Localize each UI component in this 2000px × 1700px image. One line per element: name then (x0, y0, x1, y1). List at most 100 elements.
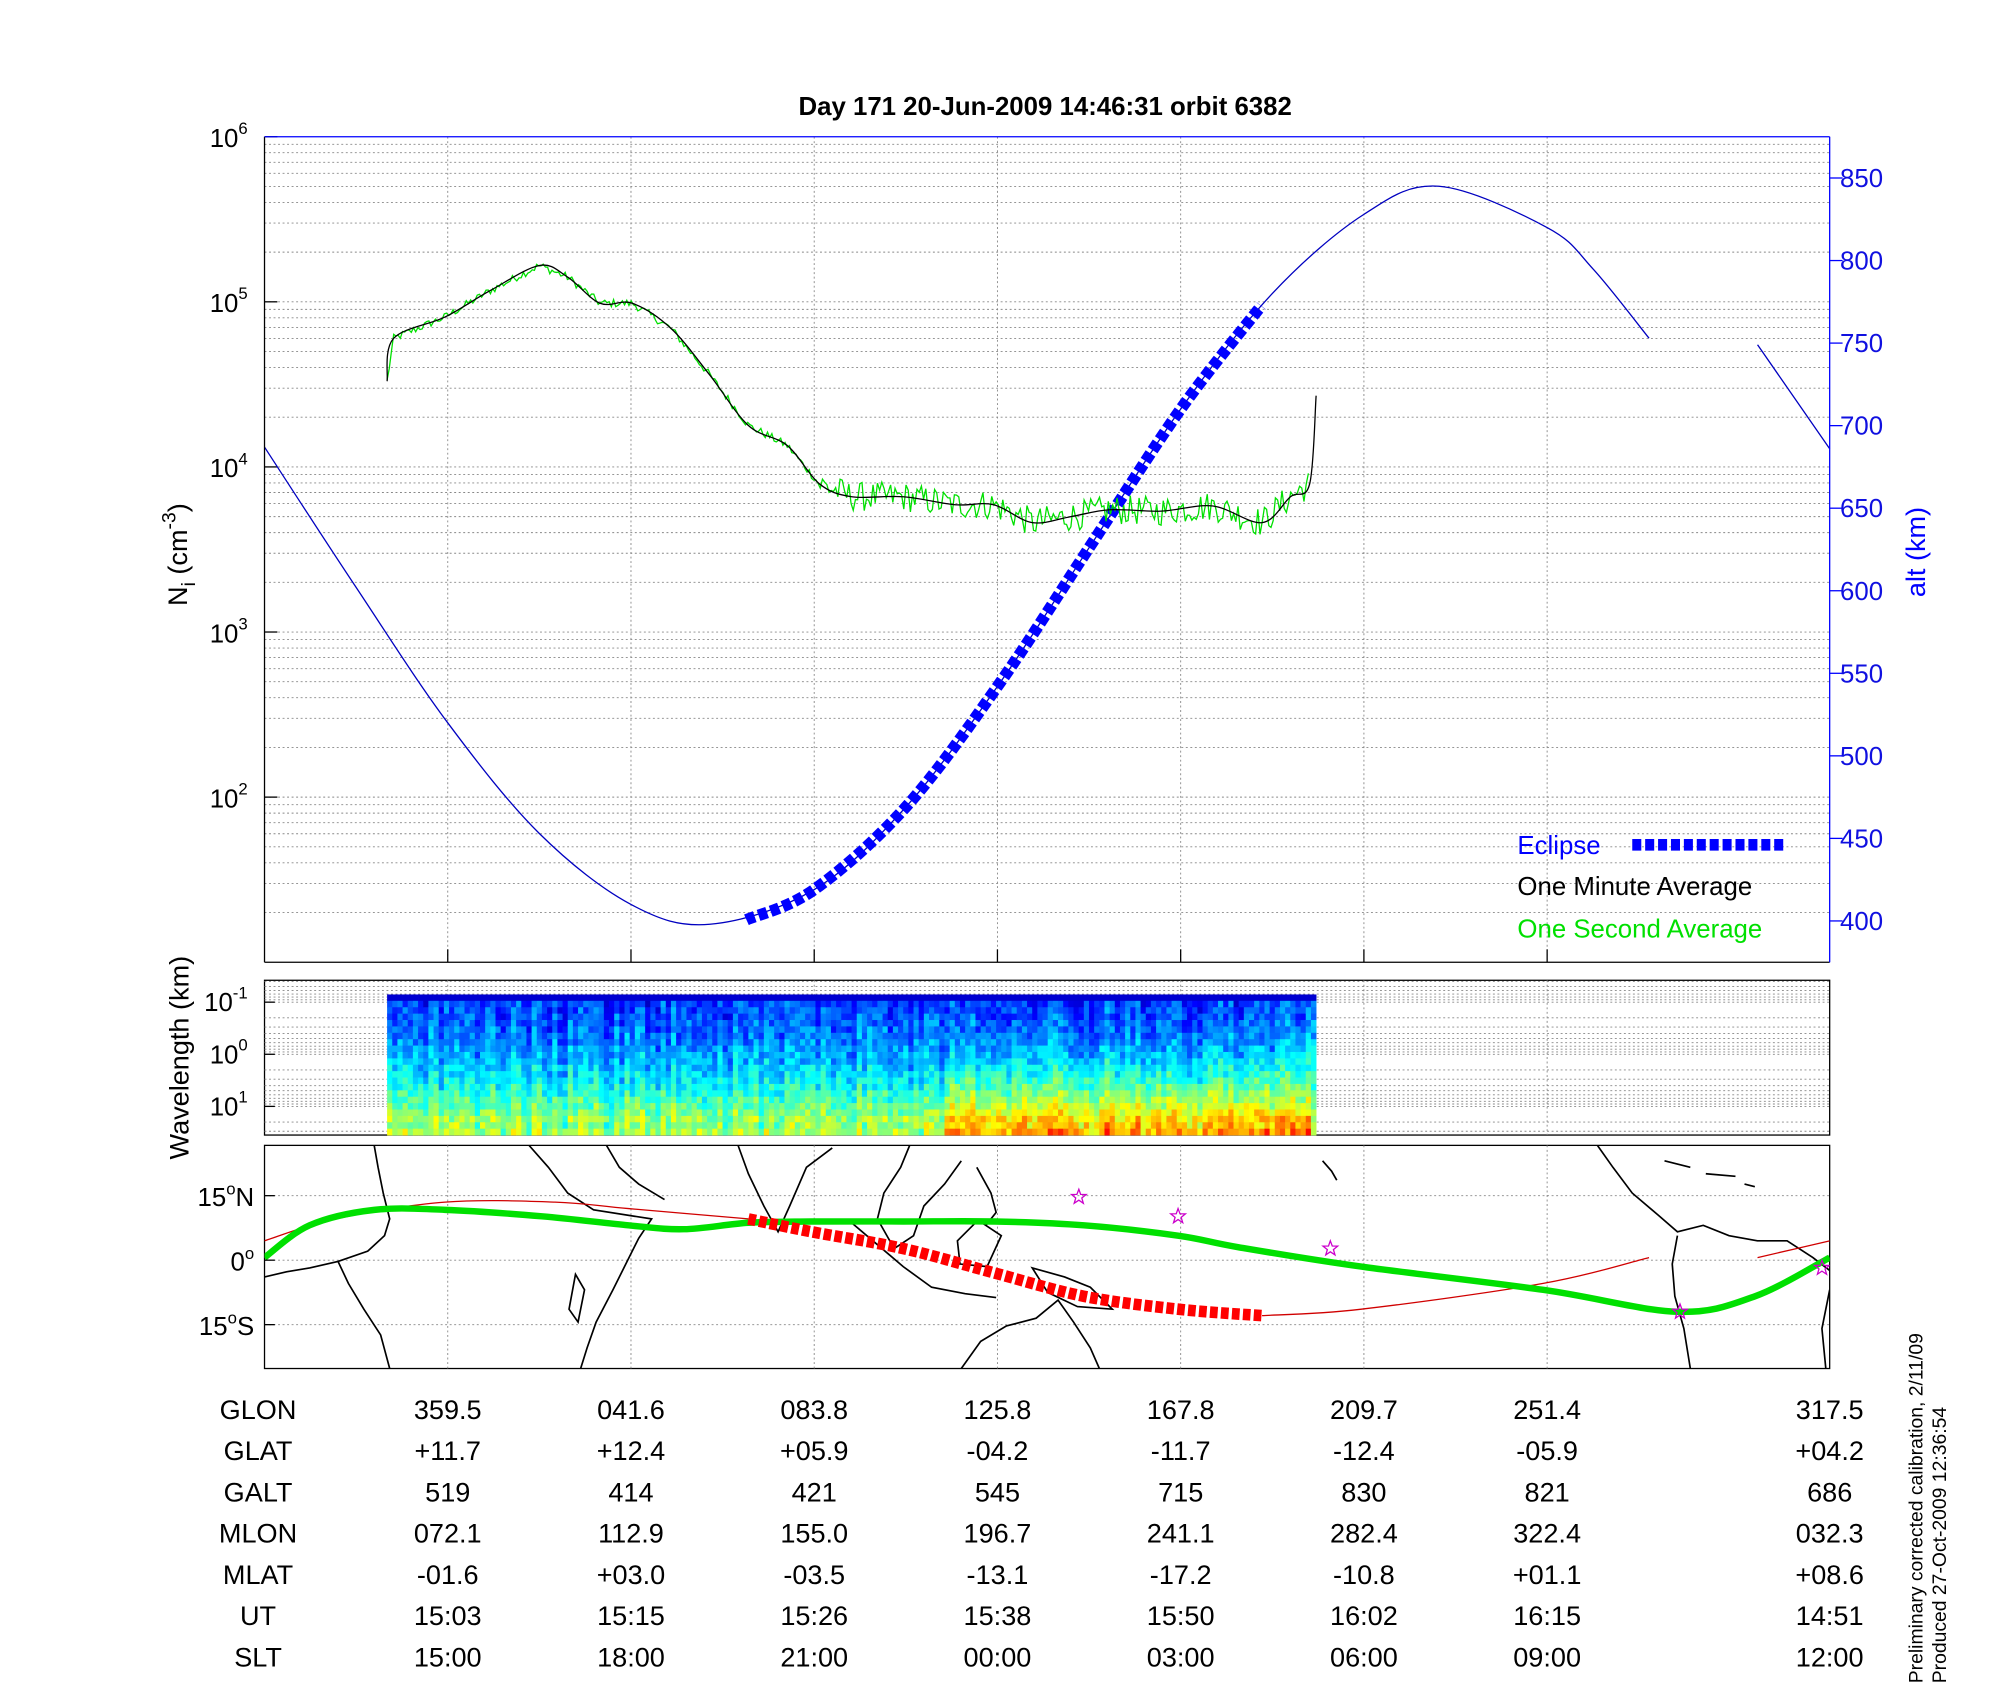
spectrogram-cell (1254, 994, 1260, 1002)
spectrogram-cell (872, 1115, 878, 1123)
spectrogram-cell (1150, 1109, 1157, 1117)
spectrogram-cell (949, 1064, 956, 1072)
spectrogram-cell (727, 1007, 734, 1015)
spectrogram-cell (743, 1058, 749, 1066)
spectrogram-cell (727, 1096, 734, 1104)
spectrogram-cell (861, 1077, 868, 1085)
spectrogram-cell (959, 1077, 966, 1085)
spectrogram-cell (769, 1000, 775, 1008)
spectrogram-cell (428, 1064, 434, 1072)
spectrogram-cell (929, 1071, 935, 1078)
coastline-east-africa (528, 1145, 654, 1369)
spectrogram-cell (567, 1032, 574, 1040)
spectrogram-cell (1305, 1058, 1312, 1066)
spectrogram-cell (738, 1058, 744, 1066)
spectrogram-cell (1192, 1026, 1198, 1034)
spectrogram-cell (1248, 1103, 1255, 1110)
spectrogram-cell (1140, 1109, 1147, 1117)
spectrogram-cell (1248, 1000, 1255, 1008)
spectrogram-cell (970, 1109, 976, 1117)
spectrogram-cell (505, 1071, 512, 1078)
spectrogram-cell (913, 1122, 920, 1130)
spectrogram-cell (856, 1000, 863, 1008)
spectrogram-cell (1114, 1109, 1121, 1117)
spectrogram-cell (980, 994, 987, 1002)
spectrogram-cell (1181, 1122, 1188, 1130)
spectrogram-cell (1248, 1122, 1255, 1130)
spectrogram-cell (583, 1020, 589, 1027)
spectrogram-cell (1099, 1007, 1105, 1015)
spectrogram-cell (1001, 1039, 1007, 1046)
spectrogram-cell (686, 1064, 692, 1072)
spectrogram-cell (562, 1109, 569, 1117)
spectrogram-cell (1264, 1026, 1271, 1034)
spectrogram-cell (407, 1096, 414, 1104)
map-hemisphere: N (236, 1184, 255, 1212)
spectrogram-cell (1063, 1032, 1069, 1040)
spectrogram-cell (748, 1122, 754, 1130)
spectrogram-cell (1047, 1122, 1054, 1130)
spectrogram-cell (1073, 1000, 1080, 1008)
spectrogram-cell (603, 1058, 610, 1066)
spectrogram-cell (892, 1045, 899, 1053)
spectrogram-cell (1021, 1109, 1028, 1117)
spectrogram-cell (1259, 994, 1265, 1002)
table-cell: +03.0 (597, 1559, 666, 1590)
spectrogram-cell (1295, 1103, 1301, 1110)
spectrogram-cell (691, 1083, 698, 1091)
spectrogram-cell (1001, 1020, 1007, 1027)
spectrogram-cell (521, 1039, 527, 1046)
table-cell: 251.4 (1513, 1394, 1581, 1425)
spectrogram-cell (758, 1115, 765, 1123)
spectrogram-cell (856, 1128, 863, 1136)
spectrogram-cell (665, 1090, 672, 1098)
spectrogram-cell (877, 1083, 883, 1091)
spectrogram-cell (1202, 1128, 1209, 1136)
spectrogram-cell (841, 1071, 847, 1078)
spectrogram-cell (732, 1000, 739, 1008)
spectrogram-cell (624, 1020, 631, 1027)
spectrogram-cell (603, 1115, 610, 1123)
spectrogram-cell (1119, 1058, 1126, 1066)
spectrogram-cell (433, 1071, 440, 1078)
spectrogram-cell (1052, 994, 1059, 1002)
spectrogram-cell (1099, 1058, 1105, 1066)
spectrogram-cell (836, 1077, 842, 1085)
spectrogram-cell (1238, 1115, 1245, 1123)
spectrogram-cell (1088, 1096, 1095, 1104)
spectrogram-cell (392, 1039, 398, 1046)
spectrogram-cell (1248, 1013, 1255, 1021)
spectrogram-cell (1279, 1083, 1286, 1091)
spectrogram-cell (521, 1013, 527, 1021)
spectrogram-cell (805, 1109, 811, 1117)
spectrogram-cell (861, 1083, 868, 1091)
spectrogram-cell (1212, 1013, 1219, 1021)
spectrogram-cell (536, 1058, 543, 1066)
spectrogram-cell (1228, 1077, 1234, 1085)
spectrogram-cell (1254, 1051, 1260, 1059)
spectrogram-cell (789, 1122, 796, 1130)
spectrogram-cell (1058, 1051, 1064, 1059)
spectrogram-cell (619, 1071, 625, 1078)
spectrogram-cell (732, 1077, 739, 1085)
spectrogram-cell (985, 1071, 992, 1078)
spectrogram-cell (1290, 1109, 1296, 1117)
spectrogram-cell (681, 1122, 687, 1130)
spectrogram-cell (681, 1103, 687, 1110)
spectrogram-cell (1135, 1058, 1141, 1066)
spectrogram-cell (923, 1051, 930, 1059)
spectrogram-cell (1218, 1109, 1224, 1117)
spectrogram-cell (510, 1007, 517, 1015)
map-lat-value: 15 (199, 1313, 228, 1341)
spectrogram-cell (686, 1096, 692, 1104)
spectrogram-cell (1119, 1109, 1126, 1117)
spectrogram-cell (944, 1090, 951, 1098)
spectrogram-cell (552, 1064, 558, 1072)
spectrogram-cell (903, 1096, 909, 1104)
star-marker (1321, 1238, 1340, 1257)
spectrogram-cell (418, 1020, 424, 1027)
spectrogram-cell (495, 1077, 502, 1085)
spectrogram-cell (541, 1045, 548, 1053)
spectrogram-cell (650, 1045, 656, 1053)
